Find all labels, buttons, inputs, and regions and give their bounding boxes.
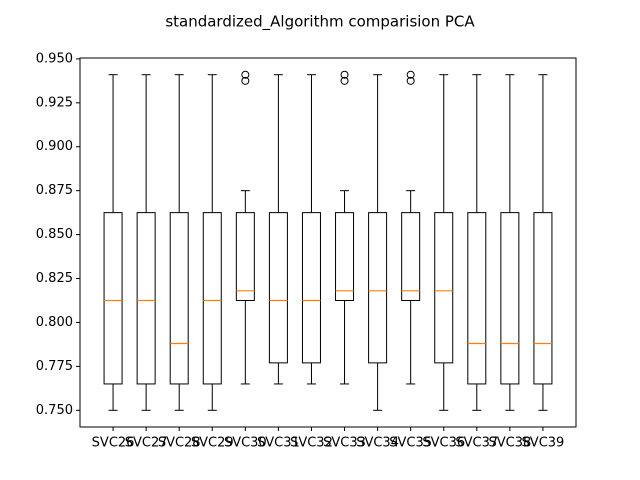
box-svc35 xyxy=(401,70,421,385)
box-svc38 xyxy=(500,74,520,411)
y-tick-label: 0.800 xyxy=(36,315,73,330)
y-tick-label: 0.825 xyxy=(36,271,73,286)
y-tick-label: 0.900 xyxy=(36,139,73,154)
box-body xyxy=(136,212,156,385)
plot-frame xyxy=(79,57,577,428)
box-body xyxy=(368,212,388,364)
x-tick-label: SVC29 xyxy=(191,436,234,451)
box-svc36 xyxy=(434,74,454,411)
outlier-point xyxy=(340,76,349,85)
y-tick-label: 0.875 xyxy=(36,183,73,198)
box-svc32 xyxy=(301,74,321,385)
box-svc28 xyxy=(169,74,189,411)
outlier-point xyxy=(241,70,250,79)
y-axis: 0.750 0.775 0.800 0.825 0.850 0.875 0.900 0.925… xyxy=(36,51,80,418)
x-tick-label: SVC37 xyxy=(455,436,498,451)
box-svc30 xyxy=(235,70,255,385)
box-body xyxy=(202,212,222,385)
x-tick-label: SVC27 xyxy=(125,436,168,451)
chart-title: standardized_Algorithm comparision PCA xyxy=(165,13,475,32)
y-tick-label: 0.950 xyxy=(36,51,73,66)
box-body xyxy=(103,212,123,385)
x-tick-label: SVC36 xyxy=(422,436,465,451)
outlier-point xyxy=(406,76,415,85)
box-body xyxy=(500,212,520,385)
outlier-point xyxy=(406,70,415,79)
outlier-point xyxy=(241,76,250,85)
y-tick-label: 0.775 xyxy=(36,359,73,374)
x-tick-label: SVC32 xyxy=(290,436,333,451)
box-svc26 xyxy=(103,74,123,411)
x-tick-label: SVC34 xyxy=(356,436,399,451)
x-tick-label: SVC28 xyxy=(158,436,201,451)
x-tick-label: SVC30 xyxy=(224,436,267,451)
x-tick-label: SVC38 xyxy=(488,436,531,451)
box-body xyxy=(268,212,288,364)
box-body xyxy=(467,212,487,385)
box-svc34 xyxy=(368,74,388,411)
x-tick-label: SVC33 xyxy=(323,436,366,451)
box-body xyxy=(401,212,421,301)
box-body xyxy=(235,212,255,301)
box-body xyxy=(533,212,553,385)
box-body xyxy=(335,212,355,301)
box-svc27 xyxy=(136,74,156,411)
box-svc31 xyxy=(268,74,288,385)
y-tick-label: 0.750 xyxy=(36,403,73,418)
box-svc39 xyxy=(533,74,553,411)
box-svc29 xyxy=(202,74,222,411)
box-svc37 xyxy=(467,74,487,411)
x-tick-label: SVC31 xyxy=(257,436,300,451)
x-tick-label: SVC39 xyxy=(522,436,565,451)
plot-area xyxy=(103,70,553,411)
outlier-point xyxy=(340,70,349,79)
y-tick-label: 0.925 xyxy=(36,95,73,110)
box-body xyxy=(169,212,189,385)
x-tick-label: SVC35 xyxy=(389,436,432,451)
box-body xyxy=(301,212,321,364)
y-tick-label: 0.850 xyxy=(36,227,73,242)
box-body xyxy=(434,212,454,364)
box-svc33 xyxy=(335,70,355,385)
x-axis: SVC26SVC27SVC28SVC29SVC30SVC31SVC32SVC33… xyxy=(92,427,565,451)
x-tick-label: SVC26 xyxy=(92,436,135,451)
